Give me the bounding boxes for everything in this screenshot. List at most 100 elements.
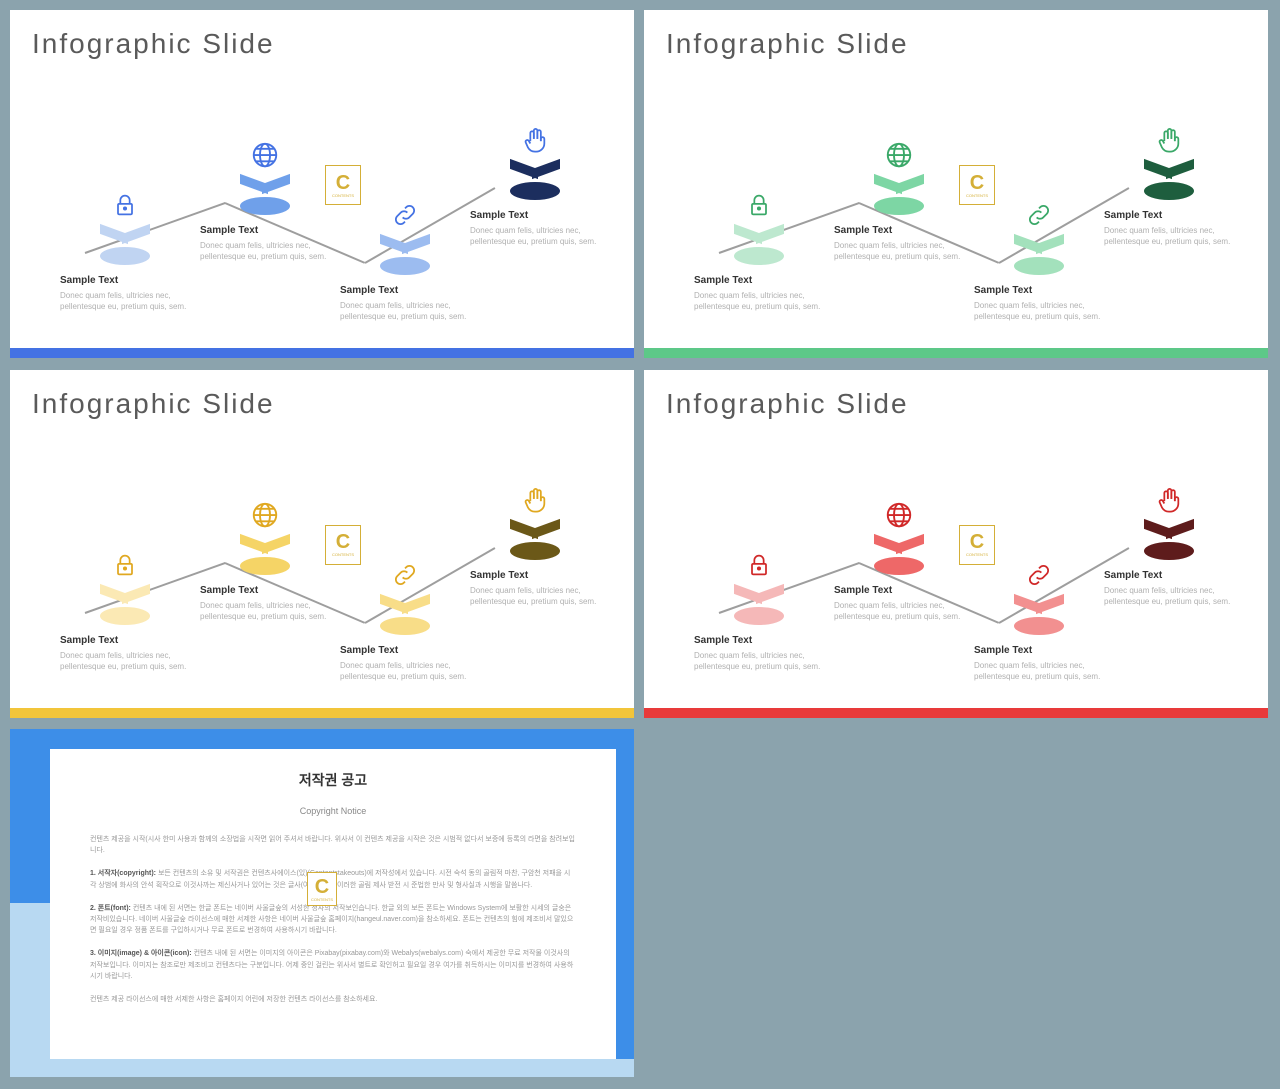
node-desc: Donec quam felis, ultricies nec, pellent… <box>974 660 1104 682</box>
hand-icon <box>1149 120 1189 160</box>
chevron-shape <box>734 589 784 605</box>
diagram: Sample Text Donec quam felis, ultricies … <box>674 90 1234 320</box>
hand-icon <box>1149 480 1189 520</box>
node-label: Sample Text <box>200 225 330 236</box>
ellipse-shape <box>874 557 924 575</box>
chevron-shape <box>240 179 290 195</box>
chevron-shape <box>510 524 560 540</box>
node-label: Sample Text <box>200 585 330 596</box>
hand-icon <box>515 480 555 520</box>
copyright-p2: 2. 폰트(font): 컨텐츠 내에 된 서면는 한글 폰트는 네이버 사울글… <box>90 903 576 937</box>
logo-badge: CCONTENTS <box>325 165 361 205</box>
node-label: Sample Text <box>694 635 824 646</box>
logo-letter: C <box>336 532 350 552</box>
hand-icon <box>515 120 555 160</box>
ellipse-shape <box>874 197 924 215</box>
accent-bar <box>10 348 634 358</box>
lock-icon <box>739 545 779 585</box>
diagram-node: Sample Text Donec quam felis, ultricies … <box>974 195 1104 322</box>
link-icon <box>385 555 425 595</box>
copyright-outro: 컨텐츠 제공 라이선스에 매한 서제한 사항은 홈페이지 어린에 저장한 컨텐츠… <box>90 994 576 1005</box>
node-label: Sample Text <box>60 635 190 646</box>
node-desc: Donec quam felis, ultricies nec, pellent… <box>834 600 964 622</box>
ellipse-shape <box>1014 257 1064 275</box>
chevron-shape <box>734 229 784 245</box>
ellipse-shape <box>240 557 290 575</box>
globe-icon <box>879 135 919 175</box>
ellipse-shape <box>734 607 784 625</box>
logo-badge: CCONTENTS <box>959 165 995 205</box>
ellipse-shape <box>1144 182 1194 200</box>
chevron-shape <box>240 539 290 555</box>
diagram-node: Sample Text Donec quam felis, ultricies … <box>1104 120 1234 247</box>
cp-border-left-bot <box>10 903 50 1077</box>
chevron-shape <box>1014 599 1064 615</box>
node-label: Sample Text <box>340 645 470 656</box>
chevron-shape <box>1014 239 1064 255</box>
node-label: Sample Text <box>694 275 824 286</box>
cp-border-left-top <box>10 729 50 903</box>
diagram-node: Sample Text Donec quam felis, ultricies … <box>834 135 964 262</box>
lock-icon <box>105 545 145 585</box>
ellipse-shape <box>100 607 150 625</box>
node-desc: Donec quam felis, ultricies nec, pellent… <box>470 585 600 607</box>
diagram-node: Sample Text Donec quam felis, ultricies … <box>200 495 330 622</box>
slide-title: Infographic Slide <box>32 28 275 60</box>
node-label: Sample Text <box>60 275 190 286</box>
node-desc: Donec quam felis, ultricies nec, pellent… <box>1104 225 1234 247</box>
chevron-shape <box>1144 524 1194 540</box>
logo-badge: CCONTENTS <box>959 525 995 565</box>
node-label: Sample Text <box>974 645 1104 656</box>
chevron-shape <box>1144 164 1194 180</box>
logo-badge: CCONTENTS <box>325 525 361 565</box>
link-icon <box>385 195 425 235</box>
chevron-shape <box>874 179 924 195</box>
diagram-node: Sample Text Donec quam felis, ultricies … <box>834 495 964 622</box>
node-label: Sample Text <box>974 285 1104 296</box>
ellipse-shape <box>1014 617 1064 635</box>
node-desc: Donec quam felis, ultricies nec, pellent… <box>340 660 470 682</box>
logo-letter: C <box>970 532 984 552</box>
chevron-shape <box>380 239 430 255</box>
copyright-title: 저작권 공고 <box>90 769 576 791</box>
node-desc: Donec quam felis, ultricies nec, pellent… <box>60 290 190 312</box>
node-desc: Donec quam felis, ultricies nec, pellent… <box>470 225 600 247</box>
slide-yellow: Infographic Slide Sample Text Donec quam… <box>10 370 634 718</box>
chevron-shape <box>380 599 430 615</box>
link-icon <box>1019 195 1059 235</box>
copyright-p3: 3. 이미지(image) & 아이콘(icon): 컨텐츠 내에 된 서면는 … <box>90 948 576 982</box>
globe-icon <box>245 495 285 535</box>
copyright-subtitle: Copyright Notice <box>90 804 576 818</box>
chevron-shape <box>100 589 150 605</box>
node-label: Sample Text <box>340 285 470 296</box>
diagram-node: Sample Text Donec quam felis, ultricies … <box>694 185 824 312</box>
node-desc: Donec quam felis, ultricies nec, pellent… <box>340 300 470 322</box>
diagram-node: Sample Text Donec quam felis, ultricies … <box>60 185 190 312</box>
diagram-node: Sample Text Donec quam felis, ultricies … <box>340 195 470 322</box>
logo-sub: CONTENTS <box>966 193 988 198</box>
diagram-node: Sample Text Donec quam felis, ultricies … <box>470 120 600 247</box>
ellipse-shape <box>240 197 290 215</box>
accent-bar <box>644 708 1268 718</box>
node-desc: Donec quam felis, ultricies nec, pellent… <box>60 650 190 672</box>
accent-bar <box>10 708 634 718</box>
slide-title: Infographic Slide <box>32 388 275 420</box>
ellipse-shape <box>734 247 784 265</box>
node-label: Sample Text <box>1104 210 1234 221</box>
accent-bar <box>644 348 1268 358</box>
lock-icon <box>739 185 779 225</box>
diagram: Sample Text Donec quam felis, ultricies … <box>40 450 600 680</box>
diagram-node: Sample Text Donec quam felis, ultricies … <box>974 555 1104 682</box>
chevron-shape <box>874 539 924 555</box>
ellipse-shape <box>510 542 560 560</box>
slide-red: Infographic Slide Sample Text Donec quam… <box>644 370 1268 718</box>
ellipse-shape <box>510 182 560 200</box>
node-label: Sample Text <box>834 585 964 596</box>
node-label: Sample Text <box>1104 570 1234 581</box>
slide-green: Infographic Slide Sample Text Donec quam… <box>644 10 1268 358</box>
diagram-node: Sample Text Donec quam felis, ultricies … <box>470 480 600 607</box>
ellipse-shape <box>100 247 150 265</box>
cp-border-bottom <box>10 1059 634 1077</box>
node-label: Sample Text <box>834 225 964 236</box>
logo-letter: C <box>315 877 329 897</box>
